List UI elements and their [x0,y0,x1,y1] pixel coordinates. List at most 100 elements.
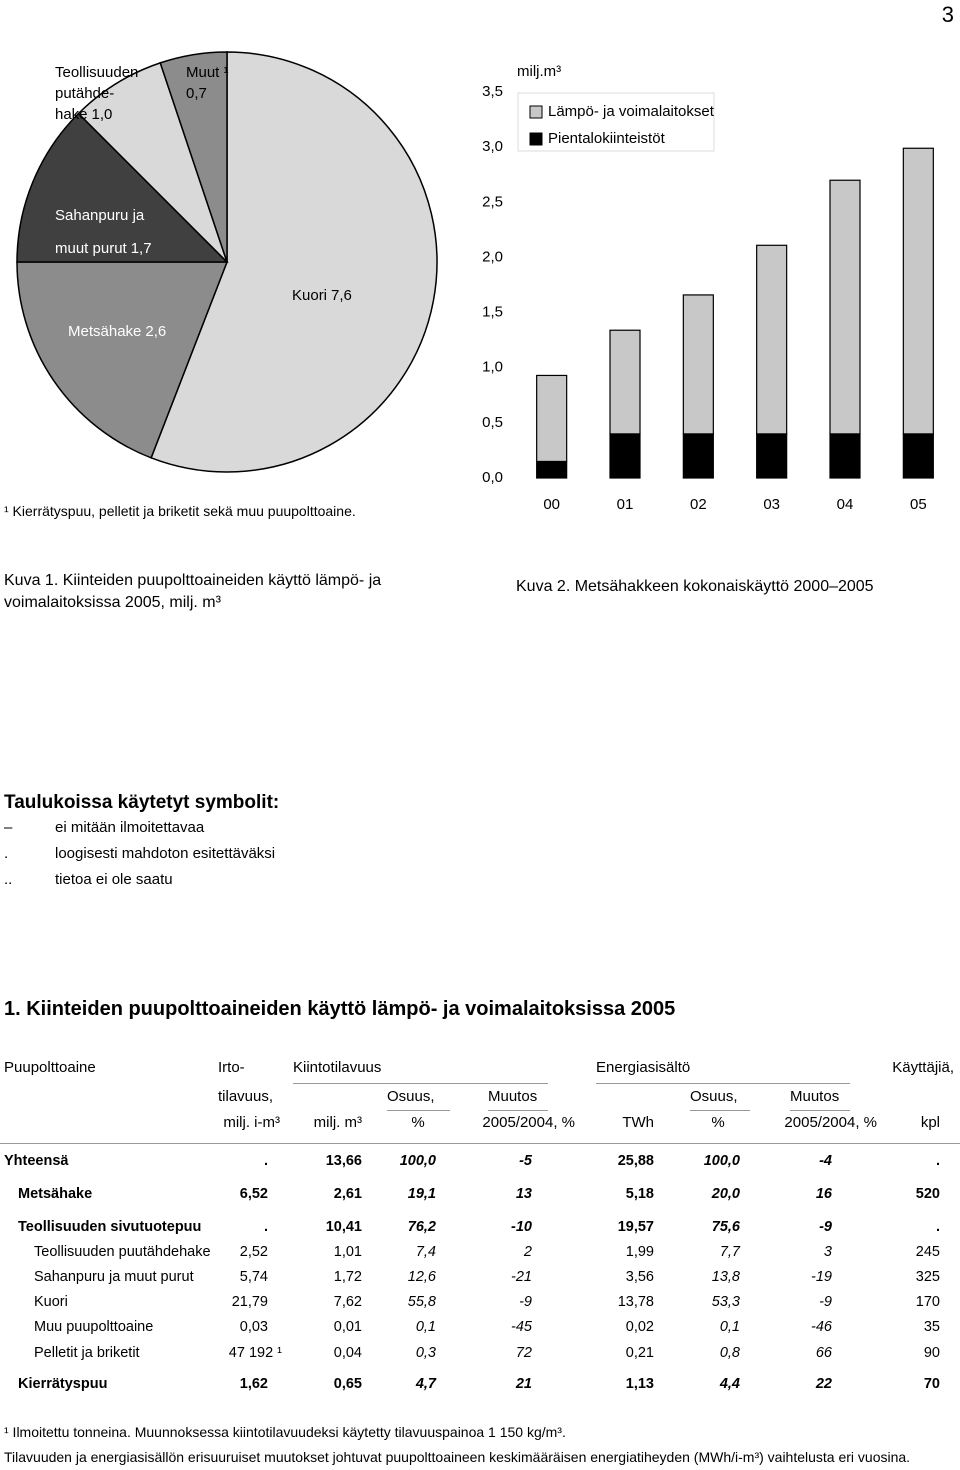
table-cell: 170 [915,1294,940,1310]
table-cell: Teollisuuden sivutuotepuu [18,1219,202,1235]
table-cell: 100,0 [399,1153,436,1169]
table-cell: Sahanpuru ja muut purut [34,1269,194,1285]
table-cell: 13 [515,1186,532,1202]
bar-segment [536,460,568,479]
y-tick-label: 2,5 [482,193,503,210]
legend-label: Pientalokiinteistöt [548,130,666,147]
table-cell: 5,74 [239,1269,268,1285]
table-cell: -10 [511,1219,532,1235]
table-cell: Muu puupolttoaine [34,1319,154,1335]
symbol: .. [4,871,13,888]
pie-slice [159,51,228,263]
table-cell: 19,57 [617,1219,654,1235]
table-cell: 1,99 [625,1244,654,1260]
table-cell: 21,79 [231,1294,268,1310]
bar-segment [756,244,788,435]
symbol-text: loogisesti mahdoton esitettäväksi [55,845,276,862]
bar-segment [829,433,861,479]
table-cell: Kierrätyspuu [18,1376,108,1392]
table-cell: -46 [811,1319,832,1335]
table-cell: 7,62 [333,1294,362,1310]
table-cell: 72 [515,1345,532,1361]
table-cell: Metsähake [18,1186,93,1202]
table-cell: Irto- [218,1059,245,1076]
table-cell: 53,3 [711,1294,740,1310]
slice-category: Teollisuuden putähde- hake [55,64,139,123]
table-cell: tilavuus, [218,1088,274,1105]
x-tick-label: 04 [837,496,854,513]
table-cell: Muutos [488,1088,538,1105]
table-cell: Osuus, [690,1088,738,1105]
table-cell: 4,7 [415,1376,436,1392]
slice-label: Teollisuuden putähde- hake 1,0 [55,62,138,125]
table-cell: kpl [920,1114,940,1131]
table-cell: -4 [819,1153,832,1169]
x-tick-label: 03 [763,496,780,513]
table-cell: Pelletit ja briketit [34,1345,140,1361]
bar-segment [902,147,934,435]
footnote: Tilavuuden ja energiasisällön erisuuruis… [4,1449,911,1465]
symbols-title: Taulukoissa käytetyt symbolit: [4,792,280,813]
figure-caption: Kuva 2. Metsähakkeen kokonaiskäyttö 2000… [516,578,874,595]
table-cell: 22 [815,1376,832,1392]
bar-segment [902,433,934,479]
pie-slice [150,51,438,473]
rule [690,1110,750,1111]
y-tick-label: 0,5 [482,414,503,431]
table-cell: -9 [819,1219,832,1235]
table-cell: 0,1 [719,1319,740,1335]
slice-value: 0,7 [186,85,207,102]
bar-segment [682,294,714,435]
slice-label: Metsähake 2,6 [68,322,166,342]
table-cell: 70 [923,1376,940,1392]
table-cell: 13,8 [711,1269,740,1285]
table-cell: milj. i-m³ [223,1114,280,1131]
legend-swatch [529,132,543,146]
table-cell: Yhteensä [4,1153,69,1169]
table-cell: 25,88 [617,1153,654,1169]
table-cell: 13,66 [325,1153,362,1169]
figure-caption: Kuva 1. Kiinteiden puupolttoaineiden käy… [4,572,382,612]
table-cell: 3 [823,1244,832,1260]
y-tick-label: 0,0 [482,469,503,486]
pie-slice [16,112,229,263]
table-cell: -5 [519,1153,532,1169]
table-cell: Energiasisältö [596,1059,691,1076]
slice-label: Muut ¹ 0,7 [186,62,229,104]
table-cell: 2,52 [239,1244,268,1260]
table-cell: 16 [815,1186,832,1202]
slice-value: 1,0 [91,106,113,123]
y-tick-label: 1,0 [482,359,503,376]
table-cell: 13,78 [617,1294,654,1310]
table-cell: 47 192 ¹ [228,1345,282,1361]
table-cell: . [935,1153,940,1169]
table-title: 1. Kiinteiden puupolttoaineiden käyttö l… [4,998,676,1020]
table-cell: 0,1 [415,1319,436,1335]
page-number: 3 [941,2,954,27]
rule [293,1083,548,1084]
table-cell: Muutos [790,1088,840,1105]
table-cell: 20,0 [711,1186,740,1202]
slice-value: 1,7 [130,240,152,257]
table-cell: 76,2 [407,1219,436,1235]
bar-segment [609,329,641,435]
table-cell: 2 [523,1244,532,1260]
table-cell: milj. m³ [313,1114,362,1131]
footnote: ¹ Ilmoitettu tonneina. Muunnoksessa kiin… [4,1424,566,1440]
y-tick-label: 2,0 [482,248,503,265]
table-cell: Osuus, [387,1088,435,1105]
rule [0,1143,960,1144]
x-tick-label: 05 [910,496,927,513]
table-cell: 7,7 [719,1244,740,1260]
slice-value: 2,6 [145,323,167,340]
table-cell: -9 [819,1294,832,1310]
bar-segment [756,433,788,479]
x-tick-label: 02 [690,496,707,513]
table-cell: 0,3 [415,1345,436,1361]
table-cell: 1,01 [333,1244,362,1260]
rule [488,1110,548,1111]
symbol: . [4,845,9,862]
table-cell: % [411,1114,425,1131]
